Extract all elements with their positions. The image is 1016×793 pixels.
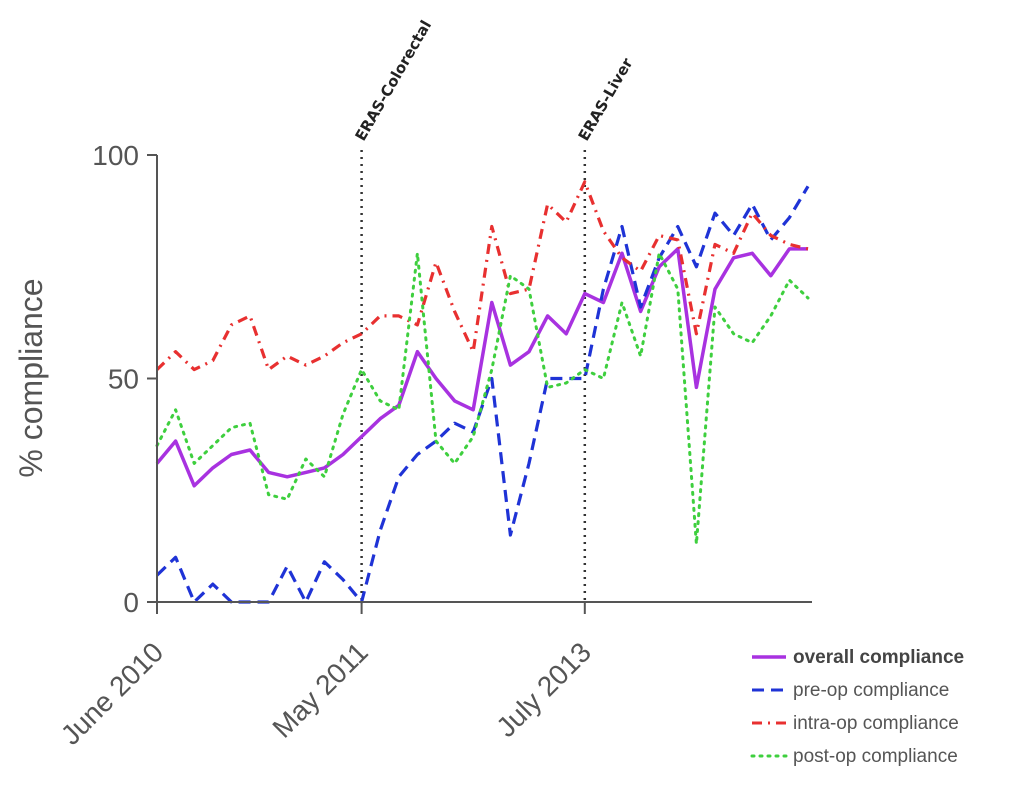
- series-line-post-op-compliance: [155, 251, 810, 546]
- legend-item-post-op-compliance: post-op compliance: [750, 746, 958, 767]
- y-tick-label: 0: [123, 587, 139, 618]
- legend-label: intra-op compliance: [793, 713, 959, 734]
- legend-label: post-op compliance: [793, 746, 958, 767]
- annotation-label-eras-liver: ERAS-Liver: [575, 54, 637, 144]
- y-tick-label: 100: [92, 140, 139, 171]
- legend-item-intra-op-compliance: intra-op compliance: [752, 713, 959, 734]
- series-layer: [155, 180, 810, 604]
- x-tick-label-july-2013: July 2013: [490, 636, 597, 743]
- y-tick-label: 50: [108, 364, 139, 395]
- legend: overall compliance pre-op compliance intra…: [750, 647, 964, 767]
- x-tick-label-june-2010: June 2010: [55, 636, 169, 750]
- legend-label: pre-op compliance: [793, 680, 949, 701]
- series-line-overall-compliance: [155, 247, 808, 488]
- legend-item-overall-compliance: overall compliance: [752, 647, 964, 668]
- axis-layer: [156, 155, 812, 614]
- tick-layer: 0 50 100 June 2010 May 2011 July 2013: [55, 140, 597, 751]
- annotation-label-eras-colorectal: ERAS-Colorectal: [351, 17, 435, 144]
- y-axis-title: % compliance: [13, 278, 49, 477]
- series-line-intra-op-compliance: [155, 180, 809, 372]
- series-line-pre-op-compliance: [155, 185, 810, 604]
- legend-label: overall compliance: [793, 647, 964, 668]
- legend-item-pre-op-compliance: pre-op compliance: [752, 680, 949, 701]
- x-tick-label-may-2011: May 2011: [266, 636, 373, 743]
